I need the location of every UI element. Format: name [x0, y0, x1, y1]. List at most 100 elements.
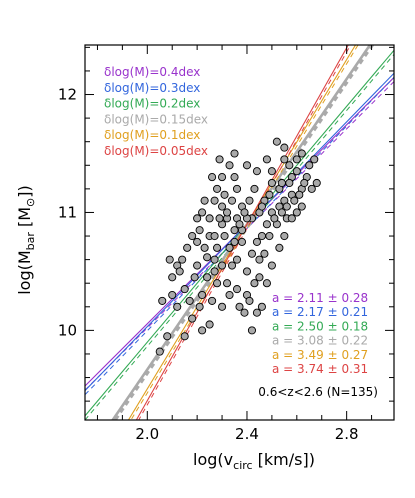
- y-tick-label: 12: [58, 86, 77, 104]
- data-point: [205, 214, 214, 223]
- data-point: [312, 178, 321, 188]
- data-point: [205, 320, 214, 329]
- data-point: [290, 196, 299, 205]
- series-2-dashed-fit-line: [85, 77, 394, 396]
- data-point: [295, 190, 304, 199]
- data-point: [220, 190, 229, 199]
- data-point: [255, 273, 264, 282]
- data-point: [180, 285, 189, 294]
- data-point: [280, 231, 289, 241]
- data-point: [193, 261, 202, 270]
- data-point: [195, 226, 204, 235]
- legend-entry-3: δlog(M)=0.2dex: [104, 97, 200, 111]
- legend-entry-6: δlog(M)=0.05dex: [104, 144, 208, 158]
- data-point: [230, 237, 239, 246]
- data-point: [225, 161, 234, 170]
- data-point: [213, 184, 222, 193]
- data-point: [267, 167, 276, 176]
- data-point: [297, 149, 306, 158]
- data-point: [262, 220, 271, 229]
- data-point: [275, 243, 284, 252]
- data-point: [220, 231, 229, 241]
- data-point: [232, 184, 242, 193]
- data-point: [257, 302, 266, 311]
- y-tick-label: 10: [58, 321, 77, 339]
- data-point: [307, 184, 316, 193]
- data-point: [257, 231, 266, 241]
- sample-annotation: 0.6<z<2.6 (N=135): [258, 385, 378, 399]
- legend-entry-1: δlog(M)=0.4dex: [104, 65, 200, 79]
- data-point: [232, 255, 242, 264]
- data-point: [277, 178, 286, 188]
- series-3-dashed-fit-line: [85, 54, 394, 420]
- data-point: [255, 255, 264, 264]
- data-point: [270, 214, 279, 223]
- data-point: [262, 279, 271, 288]
- data-point: [242, 161, 252, 170]
- plot-frame: [84, 44, 395, 421]
- legend-entry-2: δlog(M)=0.3dex: [104, 81, 200, 95]
- data-points: [155, 137, 321, 356]
- data-point: [292, 155, 301, 164]
- data-point: [158, 296, 167, 305]
- data-point: [297, 202, 306, 211]
- fit-slope-label-3: a = 2.50 ± 0.18: [272, 319, 368, 333]
- data-point: [240, 208, 249, 217]
- data-point: [210, 267, 219, 276]
- data-point: [280, 155, 289, 164]
- data-point: [237, 237, 247, 246]
- data-point: [188, 314, 197, 323]
- x-tick-label: 2.8: [335, 425, 359, 443]
- data-point: [245, 296, 254, 305]
- data-point: [245, 196, 254, 205]
- y-axis-label: log(Mbar [M⊙]): [15, 185, 37, 295]
- data-point: [252, 308, 261, 317]
- data-point: [203, 253, 212, 262]
- data-point: [218, 261, 227, 270]
- data-point: [208, 173, 217, 182]
- data-point: [225, 243, 234, 252]
- data-point: [265, 190, 274, 199]
- data-point: [193, 214, 202, 223]
- data-point: [262, 155, 271, 164]
- data-point: [198, 326, 207, 335]
- data-point: [175, 267, 184, 276]
- y-tick-label: 11: [58, 203, 77, 221]
- data-point: [190, 273, 199, 282]
- x-axis-label: log(vcirc [km/s]): [193, 450, 315, 472]
- data-point: [235, 220, 244, 229]
- fit-slope-label-1: a = 2.11 ± 0.28: [272, 291, 368, 305]
- data-point: [210, 255, 219, 264]
- data-point: [250, 184, 259, 193]
- data-point: [285, 161, 294, 170]
- data-point: [213, 243, 222, 252]
- x-tick-label: 2.0: [135, 425, 159, 443]
- data-point: [222, 208, 232, 217]
- data-point: [200, 243, 209, 252]
- data-point: [188, 231, 197, 241]
- data-point: [218, 202, 227, 211]
- data-point: [230, 226, 239, 235]
- data-point: [267, 261, 276, 270]
- fit-slope-label-4: a = 3.08 ± 0.22: [272, 334, 368, 348]
- data-point: [247, 249, 257, 258]
- data-point: [230, 149, 239, 158]
- data-point: [300, 178, 309, 188]
- data-point: [200, 196, 209, 205]
- data-point: [250, 279, 259, 288]
- data-point: [225, 290, 234, 300]
- data-point: [265, 231, 274, 241]
- data-point: [227, 261, 237, 270]
- data-point: [310, 155, 319, 164]
- fit-slope-label-6: a = 3.74 ± 0.31: [272, 362, 368, 376]
- data-point: [195, 302, 204, 311]
- data-point: [165, 255, 174, 264]
- data-point: [215, 155, 224, 164]
- data-point: [183, 243, 192, 252]
- data-point: [173, 302, 182, 311]
- data-point: [272, 137, 281, 146]
- data-point: [185, 296, 194, 305]
- fit-slope-label-5: a = 3.49 ± 0.27: [272, 348, 368, 362]
- axis-ticks: [85, 45, 394, 420]
- data-point: [305, 161, 314, 170]
